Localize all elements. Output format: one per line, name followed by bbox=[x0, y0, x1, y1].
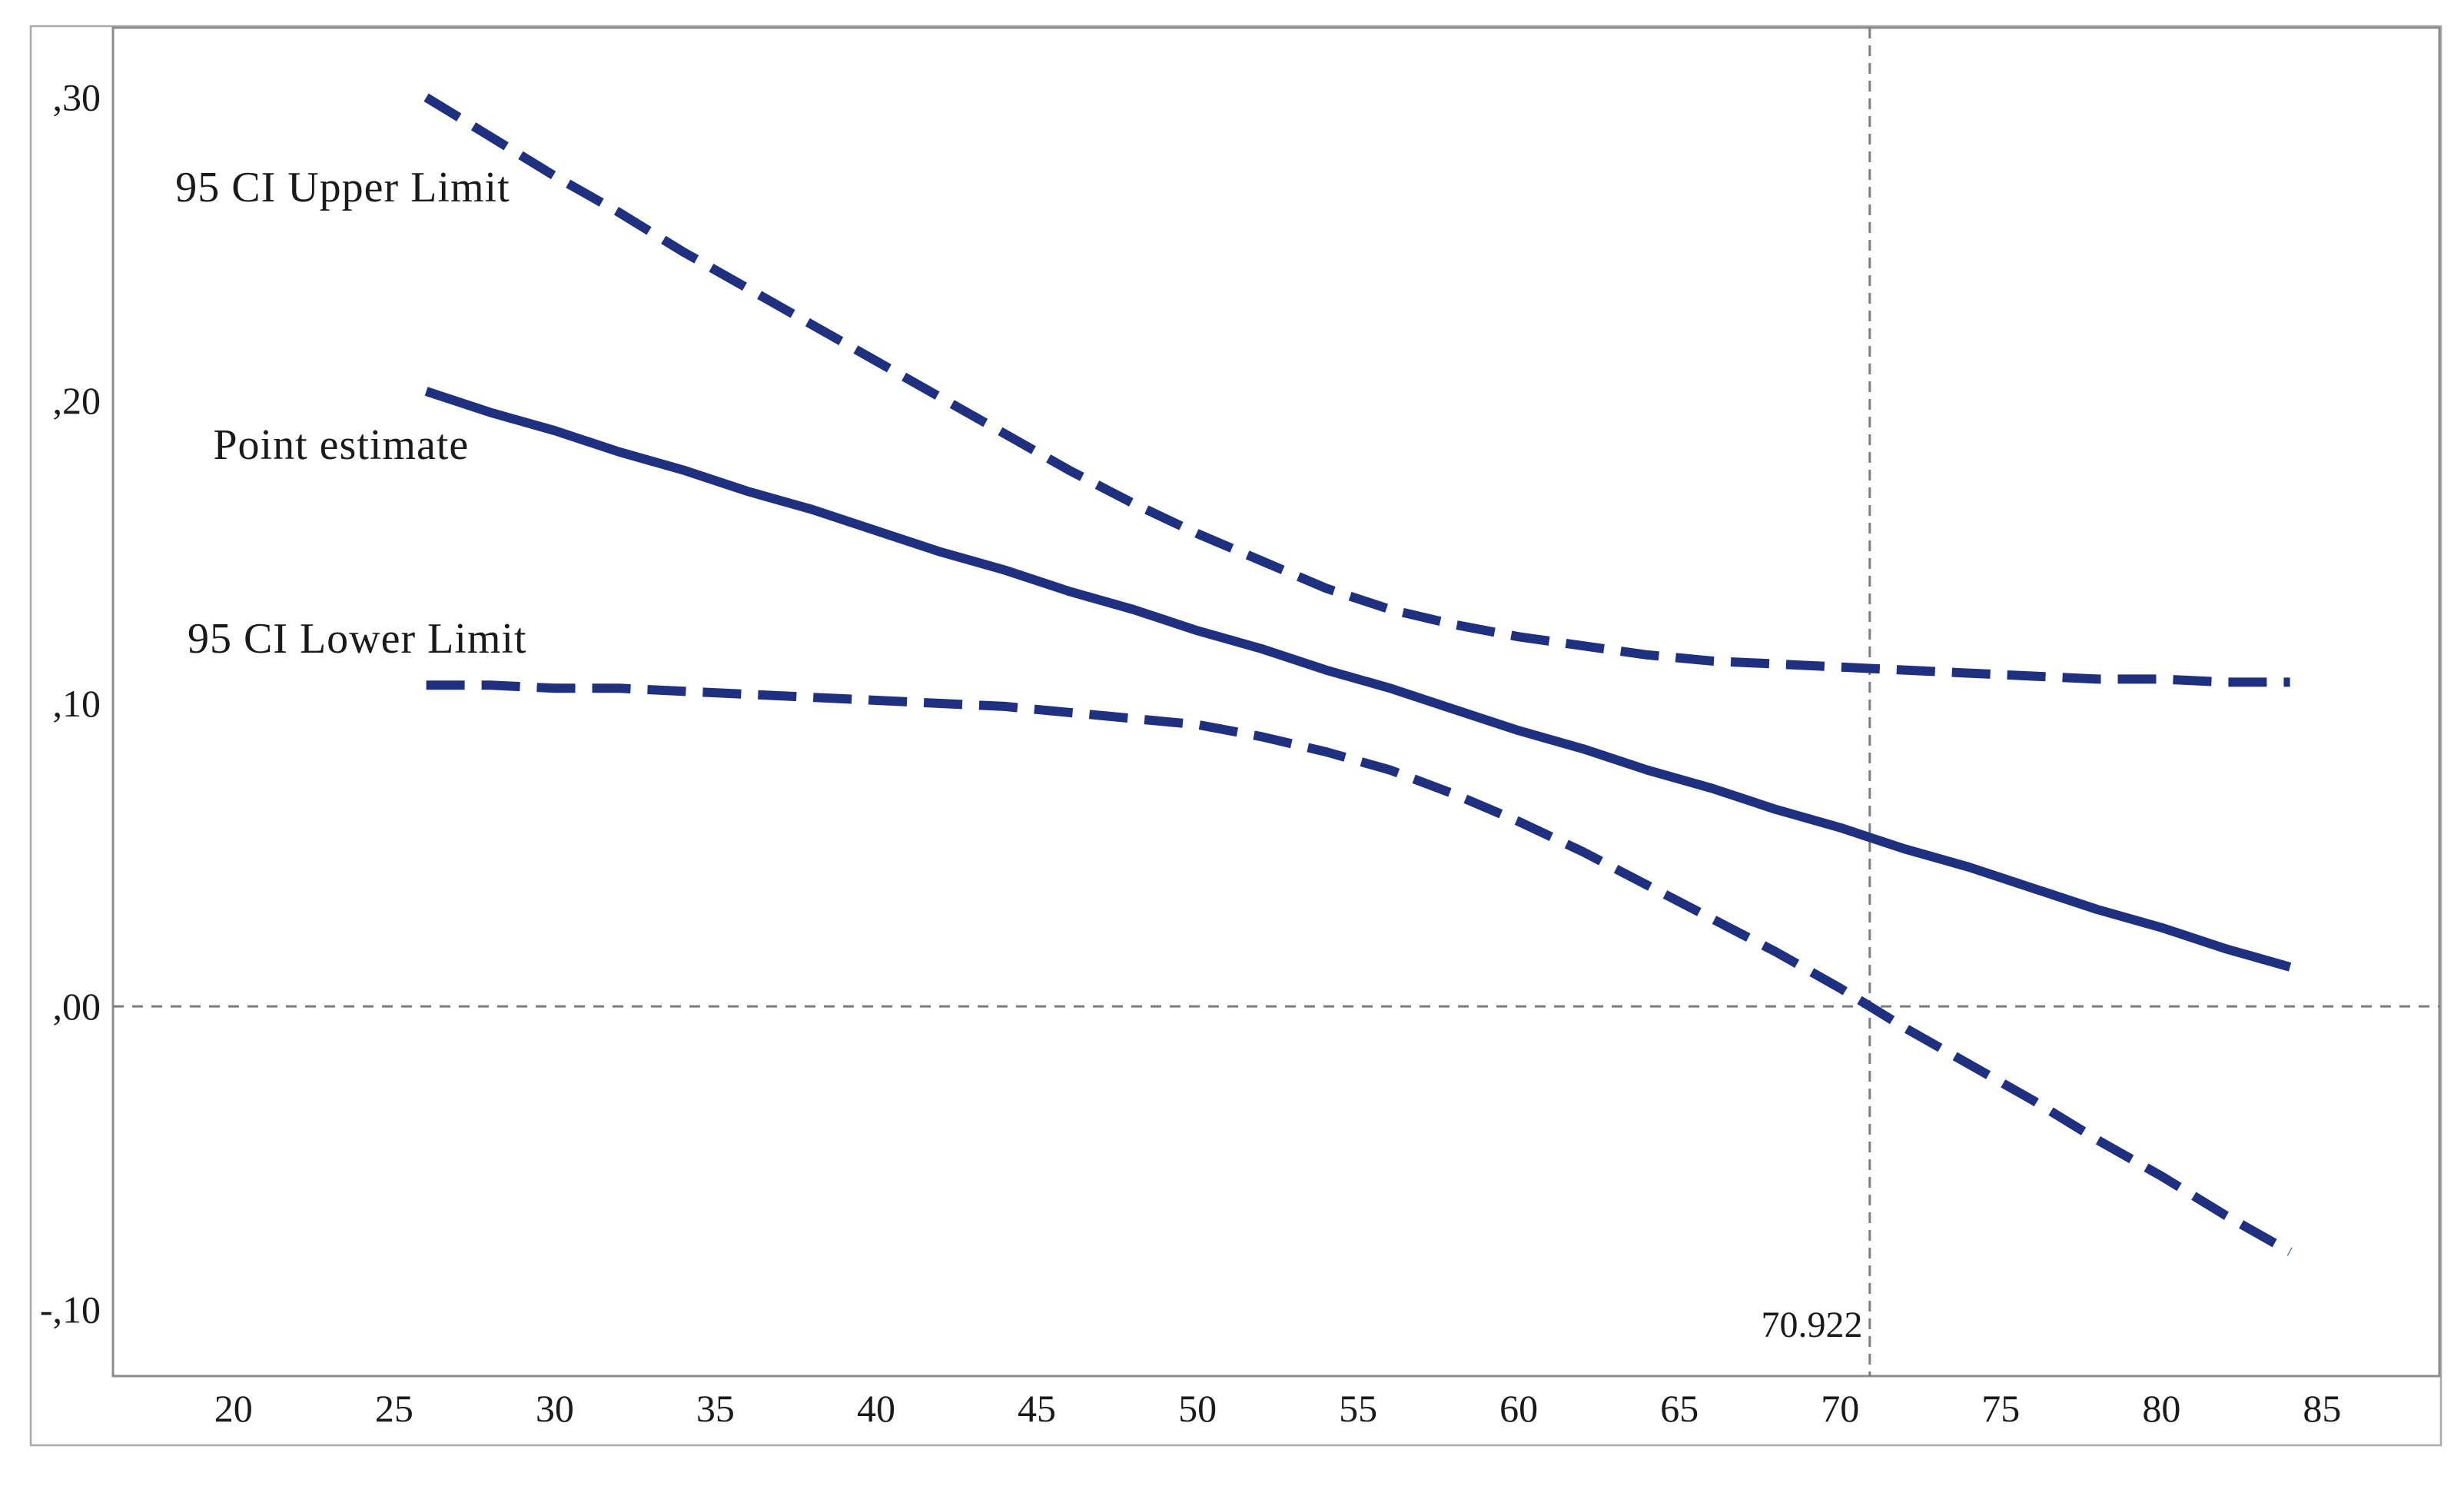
plot-pane-border bbox=[111, 26, 2441, 1378]
x-tick-label: 85 bbox=[2303, 1387, 2341, 1430]
x-tick-label: 55 bbox=[1339, 1387, 1377, 1430]
x-tick-label: 75 bbox=[1981, 1387, 2020, 1430]
95-ci-upper-limit-line bbox=[423, 93, 2290, 687]
point-estimate-line bbox=[424, 387, 2292, 972]
x-tick-label: 40 bbox=[857, 1387, 895, 1430]
jn-point-label: 70.922 bbox=[1762, 1305, 1863, 1345]
x-tick-label: 60 bbox=[1499, 1387, 1538, 1430]
x-tick-label: 35 bbox=[696, 1387, 735, 1430]
x-tick-label: 65 bbox=[1660, 1387, 1699, 1430]
95-ci-upper-limit-label: 95 CI Upper Limit bbox=[175, 164, 510, 211]
y-tick-label: -,10 bbox=[40, 1288, 101, 1331]
95-ci-lower-limit-line bbox=[426, 680, 2293, 1256]
y-tick-label: ,20 bbox=[53, 379, 101, 422]
point-estimate-label: Point estimate bbox=[213, 421, 469, 469]
x-tick-label: 20 bbox=[214, 1387, 253, 1430]
x-tick-label: 70 bbox=[1821, 1387, 1859, 1430]
95-ci-lower-limit-label: 95 CI Lower Limit bbox=[188, 615, 527, 663]
x-tick-label: 30 bbox=[536, 1387, 574, 1430]
x-tick-label: 50 bbox=[1178, 1387, 1217, 1430]
x-tick-label: 80 bbox=[2142, 1387, 2180, 1430]
outer-frame bbox=[29, 25, 2442, 1447]
y-tick-label: ,10 bbox=[53, 682, 101, 725]
x-tick-label: 25 bbox=[375, 1387, 413, 1430]
x-tick-label: 45 bbox=[1018, 1387, 1056, 1430]
y-tick-label: ,00 bbox=[53, 985, 101, 1028]
y-tick-label: ,30 bbox=[53, 76, 101, 119]
